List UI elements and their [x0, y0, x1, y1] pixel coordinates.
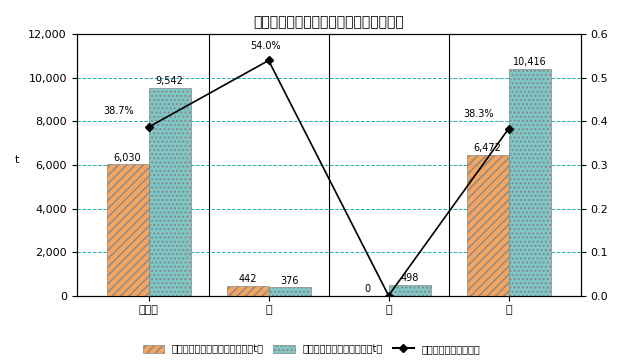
Text: 6,472: 6,472	[473, 143, 502, 153]
Title: 家畜糞処理計画（堆肥センター処理分）: 家畜糞処理計画（堆肥センター処理分）	[253, 15, 404, 29]
Text: 9,542: 9,542	[156, 76, 184, 86]
Bar	[389, 285, 430, 295]
Bar	[149, 88, 191, 295]
Text: 376: 376	[280, 276, 299, 286]
Bar	[227, 286, 269, 295]
Text: 54.0%: 54.0%	[250, 41, 281, 51]
Text: 442: 442	[239, 274, 257, 284]
Bar	[508, 69, 551, 295]
Legend: 堆肥センター年間処理ふん量（t）, 地先処理年間処理ふん量（t）, 堆肥センター堆肥化率: 堆肥センター年間処理ふん量（t）, 地先処理年間処理ふん量（t）, 堆肥センター…	[139, 340, 484, 358]
Text: 38.3%: 38.3%	[463, 109, 493, 119]
Bar	[467, 155, 508, 295]
Text: 6,030: 6,030	[114, 152, 141, 163]
Y-axis label: t: t	[15, 155, 19, 165]
Text: 38.7%: 38.7%	[103, 106, 134, 116]
Text: 498: 498	[401, 273, 419, 283]
Bar	[107, 164, 149, 295]
Bar	[269, 287, 311, 295]
Text: 10,416: 10,416	[513, 57, 546, 67]
Text: 0: 0	[364, 284, 371, 294]
